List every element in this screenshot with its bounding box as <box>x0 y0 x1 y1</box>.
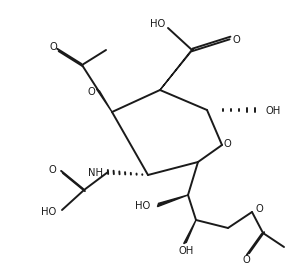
Polygon shape <box>96 89 112 112</box>
Text: O: O <box>256 204 264 214</box>
Text: HO: HO <box>41 207 56 217</box>
Text: OH: OH <box>265 106 280 116</box>
Text: NH: NH <box>88 168 103 178</box>
Polygon shape <box>157 195 188 207</box>
Text: OH: OH <box>178 246 194 256</box>
Polygon shape <box>184 220 196 244</box>
Text: O: O <box>48 165 56 175</box>
Text: O: O <box>87 87 95 97</box>
Text: O: O <box>223 139 231 149</box>
Text: O: O <box>49 42 57 52</box>
Text: HO: HO <box>150 19 165 29</box>
Text: O: O <box>232 35 240 45</box>
Text: HO: HO <box>135 201 150 211</box>
Polygon shape <box>160 49 193 90</box>
Text: O: O <box>242 255 250 265</box>
